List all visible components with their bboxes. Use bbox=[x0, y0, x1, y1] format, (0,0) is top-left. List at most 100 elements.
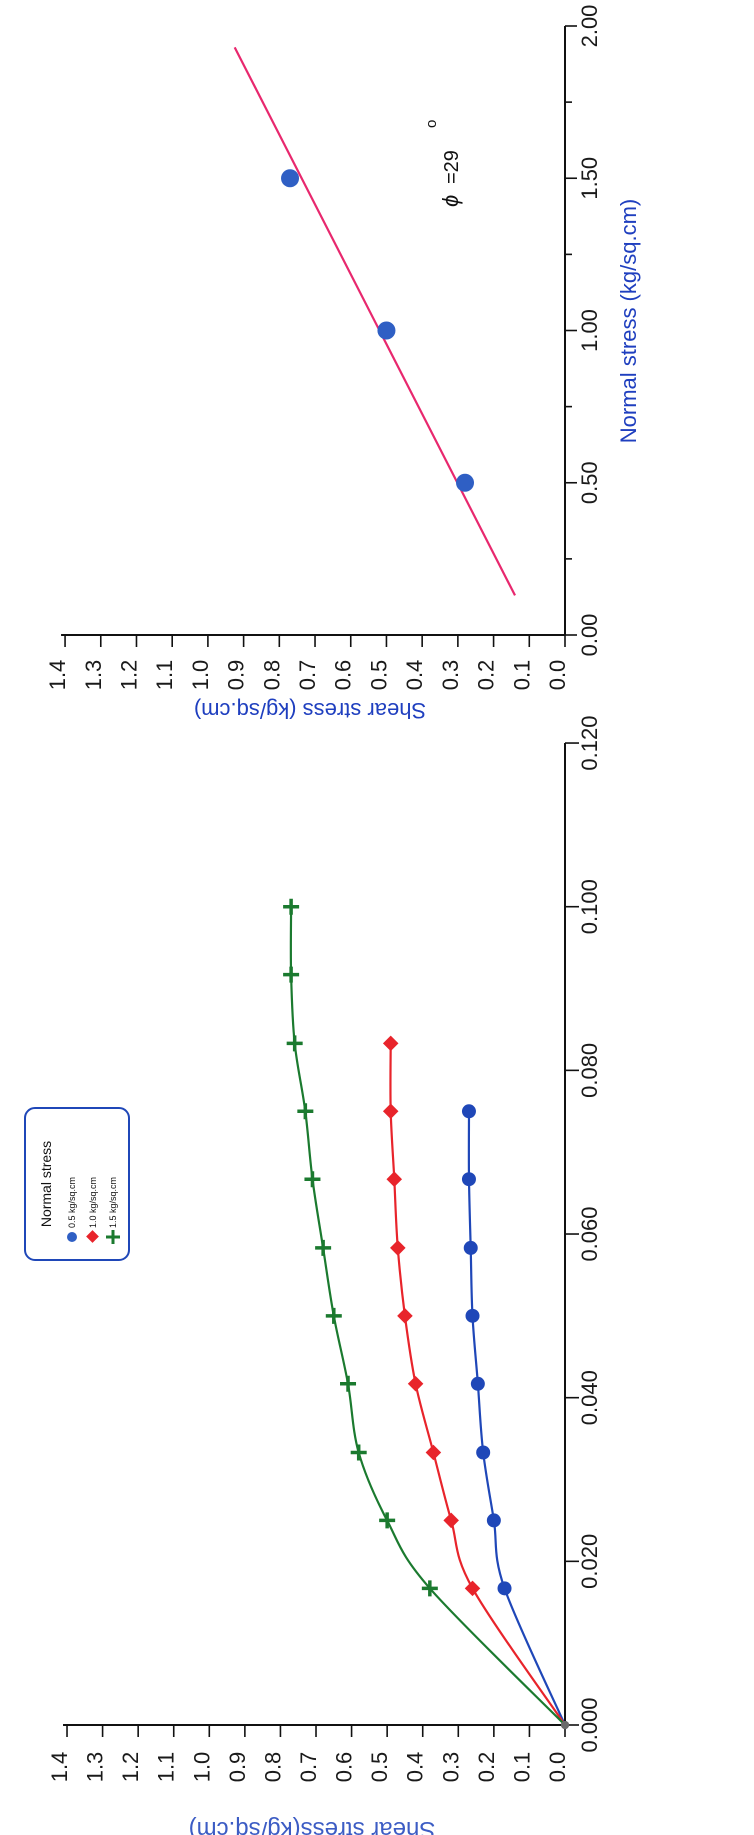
chart1-x-tick-label: 0.060 bbox=[577, 1206, 602, 1261]
data-point-plus bbox=[379, 1512, 396, 1529]
data-point-plus bbox=[325, 1307, 342, 1324]
chart2-x-tick-label: 2.00 bbox=[577, 5, 602, 48]
data-point-plus bbox=[304, 1171, 321, 1188]
failure-point bbox=[281, 169, 300, 188]
chart2-y-tick-label: 0.2 bbox=[474, 660, 499, 691]
failure-envelope-line bbox=[233, 46, 516, 596]
chart1-y-tick-label: 0.5 bbox=[367, 1752, 392, 1783]
chart2-y-tick-label: 0.1 bbox=[509, 660, 534, 691]
chart2-y-tick-label: 1.0 bbox=[188, 660, 213, 691]
data-point-circle bbox=[463, 1240, 478, 1255]
origin-point bbox=[561, 1721, 569, 1729]
chart2-y-axis-label: Shear stress (kg/sq.cm) bbox=[194, 698, 426, 723]
chart1-y-tick-label: 0.6 bbox=[332, 1752, 357, 1783]
chart1-y-tick-label: 1.2 bbox=[118, 1752, 143, 1783]
data-point-plus bbox=[421, 1580, 438, 1597]
chart1-axes bbox=[63, 742, 579, 1737]
chart2-y-tick-labels: 0.0 0.1 0.2 0.3 0.4 0.5 0.6 0.7 0.8 0.9 1.0 1.1 1.2 1… bbox=[45, 660, 570, 691]
chart2-y-tick-label: 0.4 bbox=[402, 660, 427, 691]
chart1-y-tick-label: 0.3 bbox=[438, 1752, 463, 1783]
legend-marker-circle bbox=[67, 1232, 77, 1242]
chart1-y-tick-label: 0.9 bbox=[225, 1752, 250, 1783]
chart2-y-tick-label: 0.5 bbox=[366, 660, 391, 691]
legend: Normal stress 0.5 kg/sq.cm 1.0 kg/sq.cm … bbox=[24, 1107, 130, 1261]
chart2-y-tick-label: 1.1 bbox=[152, 660, 177, 691]
chart1-x-tick-label: 0.000 bbox=[577, 1697, 602, 1752]
chart2-y-tick-label: 0.8 bbox=[259, 660, 284, 691]
failure-envelope-chart: 0.00 0.50 1.00 1.50 2.00 0.0 0.1 0.2 0.3 0.4 0.5 0… bbox=[45, 5, 641, 723]
data-point-diamond bbox=[425, 1444, 442, 1461]
chart1-x-tick-label: 0.040 bbox=[577, 1370, 602, 1425]
legend-entry-label: 1.5 kg/sq.cm bbox=[108, 1177, 118, 1228]
chart2-y-tick-label: 0.0 bbox=[545, 660, 570, 691]
chart1-y-tick-label: 1.1 bbox=[154, 1752, 179, 1783]
data-point-plus bbox=[283, 898, 300, 915]
chart2-x-tick-label: 1.00 bbox=[577, 309, 602, 352]
degree-mark: o bbox=[423, 120, 440, 128]
data-point-circle bbox=[461, 1172, 476, 1187]
chart2-y-tick-label: 1.4 bbox=[45, 660, 70, 691]
chart1-y-tick-label: 0.2 bbox=[474, 1752, 499, 1783]
phi-value: =29 bbox=[441, 150, 463, 184]
series-line bbox=[467, 1111, 567, 1726]
data-point-plus bbox=[286, 1035, 303, 1052]
data-point-plus bbox=[297, 1103, 314, 1120]
series-line bbox=[389, 1043, 566, 1726]
chart2-y-tick-label: 1.2 bbox=[116, 660, 141, 691]
data-point-diamond bbox=[390, 1240, 406, 1256]
chart1-y-tick-label: 0.8 bbox=[260, 1752, 285, 1783]
chart2-axes bbox=[61, 25, 577, 647]
failure-point bbox=[377, 321, 396, 340]
chart1-y-tick-label: 0.0 bbox=[545, 1752, 570, 1783]
chart2-x-tick-labels: 0.00 0.50 1.00 1.50 2.00 bbox=[577, 5, 602, 657]
legend-entry-label: 0.5 kg/sq.cm bbox=[67, 1177, 77, 1228]
chart1-series bbox=[283, 898, 569, 1729]
chart2-x-axis-label: Normal stress (kg/sq.cm) bbox=[616, 199, 641, 443]
chart1-x-tick-label: 0.080 bbox=[577, 1043, 602, 1098]
chart2-y-tick-label: 0.7 bbox=[295, 660, 320, 691]
chart1-x-tick-label: 0.100 bbox=[577, 879, 602, 934]
data-point-circle bbox=[486, 1513, 501, 1528]
data-point-circle bbox=[476, 1445, 491, 1460]
friction-angle-annotation: ϕ =29 o bbox=[423, 120, 463, 207]
chart1-y-tick-labels: 0.0 0.1 0.2 0.3 0.4 0.5 0.6 0.7 0.8 0.9 1.0 1.1 1.2 1… bbox=[47, 1752, 570, 1783]
chart2-y-tick-label: 0.9 bbox=[224, 660, 249, 691]
data-point-circle bbox=[461, 1104, 476, 1119]
chart1-y-tick-label: 1.3 bbox=[83, 1752, 108, 1783]
chart1-y-tick-label: 0.1 bbox=[509, 1752, 534, 1783]
legend-entry-1.5: 1.5 kg/sq.cm bbox=[106, 1177, 120, 1244]
legend-entry-label: 1.0 kg/sq.cm bbox=[88, 1177, 98, 1228]
chart1-x-tick-label: 0.120 bbox=[577, 716, 602, 771]
chart2-x-tick-label: 1.50 bbox=[577, 157, 602, 200]
data-point-diamond bbox=[397, 1308, 413, 1324]
data-point-plus bbox=[315, 1239, 332, 1256]
data-point-plus bbox=[340, 1375, 357, 1392]
data-point-circle bbox=[465, 1308, 480, 1323]
chart2-x-tick-label: 0.50 bbox=[577, 461, 602, 504]
chart2-marks bbox=[233, 46, 516, 596]
data-point-diamond bbox=[382, 1035, 399, 1052]
legend-marker-plus bbox=[106, 1230, 120, 1244]
data-point-diamond bbox=[443, 1512, 459, 1529]
legend-box bbox=[24, 1107, 130, 1261]
chart1-x-tick-label: 0.020 bbox=[577, 1534, 602, 1589]
legend-entry-0.5: 0.5 kg/sq.cm bbox=[67, 1177, 77, 1242]
failure-point bbox=[456, 473, 475, 492]
data-point-diamond bbox=[382, 1103, 399, 1120]
phi-symbol: ϕ bbox=[438, 195, 463, 207]
chart1-y-axis-label: Shear stress(kg/sq.cm) bbox=[189, 1816, 436, 1835]
chart1-y-tick-label: 0.7 bbox=[296, 1752, 321, 1783]
data-point-diamond bbox=[407, 1375, 424, 1392]
chart2-y-tick-label: 1.3 bbox=[81, 660, 106, 691]
legend-title: Normal stress bbox=[38, 1141, 54, 1227]
chart2-y-tick-label: 0.3 bbox=[438, 660, 463, 691]
chart1-x-tick-labels: 0.000 0.020 0.040 0.060 0.080 0.100 0.120 bbox=[577, 716, 602, 1753]
data-point-plus bbox=[350, 1444, 367, 1461]
chart1-y-tick-label: 1.0 bbox=[189, 1752, 214, 1783]
data-point-plus bbox=[283, 966, 300, 983]
chart2-x-tick-label: 0.00 bbox=[577, 614, 602, 657]
chart1-y-tick-label: 1.4 bbox=[47, 1752, 72, 1783]
data-point-circle bbox=[470, 1376, 485, 1391]
